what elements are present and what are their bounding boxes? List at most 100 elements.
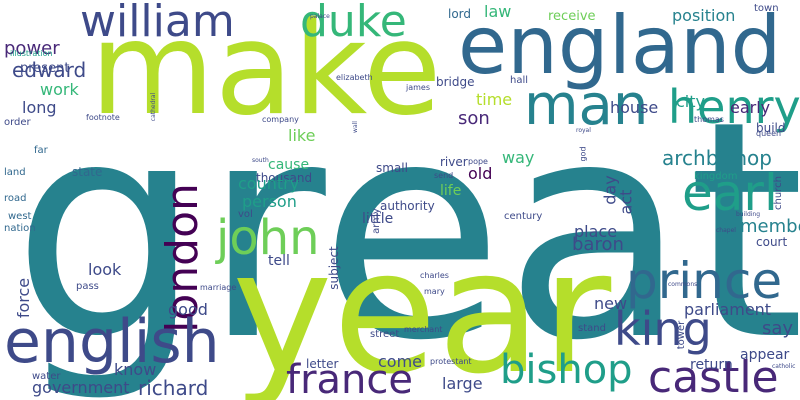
word-england: england	[458, 0, 782, 92]
word-mary: mary	[424, 287, 445, 296]
word-france: france	[286, 357, 413, 400]
word-life: life	[440, 183, 462, 199]
word-cause: cause	[268, 157, 310, 173]
word-place: place	[574, 222, 618, 241]
word-prince: prince	[626, 252, 783, 310]
word-send: send	[434, 171, 454, 180]
word-james: james	[406, 83, 431, 92]
word-william: william	[80, 0, 235, 47]
word-bishop: bishop	[500, 347, 633, 393]
word-company: company	[262, 115, 299, 124]
word-authority: authority	[380, 199, 435, 213]
word-appear: appear	[740, 347, 790, 363]
word-far: far	[34, 145, 48, 156]
word-court: court	[756, 235, 788, 249]
word-position: position	[672, 6, 736, 25]
word-pass: pass	[76, 281, 99, 292]
word-english: english	[4, 307, 220, 377]
word-charles: charles	[420, 271, 449, 280]
word-stand: stand	[578, 323, 606, 334]
word-say: say	[762, 318, 794, 339]
word-make: make	[90, 0, 442, 144]
word-force: force	[14, 277, 34, 319]
word-street: street	[370, 329, 400, 340]
word-way: way	[502, 148, 535, 167]
word-thousand: thousand	[256, 171, 313, 185]
word-son: son	[458, 108, 490, 129]
word-old: old	[468, 164, 493, 183]
word-early: early	[730, 98, 771, 117]
word-duke: duke	[300, 0, 407, 47]
word-king: king	[614, 302, 712, 356]
word-edward: edward	[12, 58, 87, 82]
word-bridge: bridge	[436, 75, 475, 89]
word-little: little	[362, 211, 394, 227]
word-city: city	[676, 92, 705, 111]
word-richard: richard	[138, 376, 209, 400]
word-river: river	[440, 155, 468, 169]
word-henry: henry	[668, 80, 800, 134]
word-protestant: protestant	[430, 357, 472, 366]
word-church: church	[772, 176, 784, 210]
word-john: john	[216, 210, 320, 266]
word-cathedral: cathedral	[150, 92, 158, 122]
word-building: building	[736, 211, 761, 218]
word-catholic: catholic	[772, 363, 796, 370]
word-wall: wall	[351, 121, 359, 133]
word-merchant: merchant	[404, 325, 443, 334]
word-royal: royal	[576, 127, 591, 134]
word-like: like	[288, 126, 316, 145]
word-baron: baron	[572, 234, 624, 255]
word-law: law	[484, 2, 512, 21]
word-government: government	[32, 378, 130, 397]
word-vol: vol	[238, 209, 253, 220]
word-kingdom: kingdom	[694, 171, 738, 182]
word-earl: earl	[682, 164, 778, 222]
word-lord: lord	[448, 7, 472, 21]
word-land: land	[4, 167, 26, 178]
word-time: time	[476, 90, 513, 109]
word-tower: tower	[676, 320, 688, 350]
word-hall: hall	[510, 75, 529, 86]
word-build: build	[756, 121, 786, 135]
word-man: man	[524, 73, 649, 138]
word-letter: letter	[306, 357, 339, 371]
word-tell: tell	[268, 253, 290, 269]
word-power: power	[4, 38, 60, 59]
word-house: house	[610, 98, 659, 117]
word-order: order	[4, 117, 31, 128]
word-road: road	[4, 193, 27, 204]
word-castle: castle	[648, 352, 779, 400]
word-receive: receive	[548, 9, 596, 24]
word-present: present	[20, 61, 70, 76]
word-marriage: marriage	[200, 283, 237, 292]
word-parliament: parliament	[684, 300, 772, 319]
word-town: town	[754, 3, 779, 14]
word-south: south	[252, 157, 269, 164]
word-illustration: illustration	[10, 49, 53, 58]
word-work: work	[40, 80, 79, 99]
word-come: come	[378, 352, 423, 371]
word-new: new	[594, 294, 628, 313]
word-palace: palace	[310, 13, 330, 20]
word-year: year	[232, 214, 612, 400]
word-small: small	[376, 161, 408, 175]
word-pope: pope	[468, 157, 488, 166]
word-west: west	[8, 211, 32, 222]
word-chapel: chapel	[716, 227, 736, 234]
word-country: country	[238, 174, 300, 193]
word-archbishop: archbishop	[662, 146, 772, 170]
word-act: act	[616, 189, 636, 215]
word-subject: subject	[326, 246, 341, 290]
word-century: century	[504, 211, 543, 222]
word-good: good	[168, 300, 208, 319]
word-elizabeth: elizabeth	[336, 73, 373, 82]
word-water: water	[32, 371, 61, 382]
word-footnote: footnote	[86, 113, 120, 122]
word-army: army	[370, 208, 382, 234]
word-look: look	[88, 260, 122, 279]
word-long: long	[22, 98, 57, 117]
word-know: know	[114, 360, 157, 379]
word-large: large	[442, 374, 483, 393]
